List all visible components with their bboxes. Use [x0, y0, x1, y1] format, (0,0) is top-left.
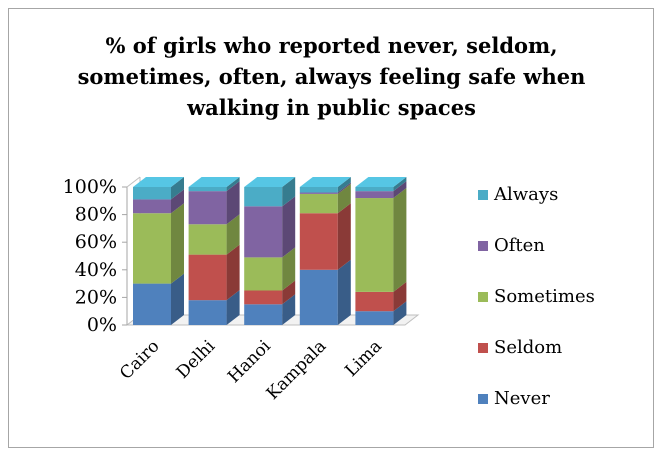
bar-side-seldom-hanoi — [282, 280, 296, 305]
bar-segment-never-lima — [355, 311, 394, 325]
bar-segment-never-delhi — [188, 300, 227, 325]
bar-side-often-hanoi — [282, 196, 296, 258]
bar-side-always-lima — [393, 177, 407, 192]
y-tick-label: 80% — [75, 204, 117, 226]
bar-segment-seldom-hanoi — [244, 290, 283, 305]
x-category-label: Kampala — [263, 336, 331, 404]
bar-top-delhi — [188, 177, 240, 187]
bar-side-always-cairo — [171, 177, 184, 200]
legend-swatch-never — [478, 394, 488, 404]
bar-segment-sometimes-kampala — [299, 193, 338, 214]
legend-swatch-often — [478, 241, 488, 251]
bar-segment-always-cairo — [133, 187, 171, 200]
bar-segment-often-cairo — [133, 199, 171, 214]
legend-swatch-sometimes — [478, 292, 488, 302]
bar-side-sometimes-delhi — [226, 214, 240, 255]
bar-side-always-hanoi — [282, 177, 296, 207]
wall-top-edge — [126, 176, 141, 188]
bar-segment-never-hanoi — [244, 304, 283, 325]
x-category-label: Lima — [341, 336, 386, 381]
bar-side-often-delhi — [226, 181, 240, 225]
bar-segment-always-delhi — [188, 187, 227, 192]
bar-side-always-kampala — [337, 177, 351, 193]
bar-side-seldom-delhi — [226, 244, 240, 301]
legend-label-never: Never — [494, 388, 550, 409]
bar-segment-always-hanoi — [244, 187, 283, 207]
bar-side-always-delhi — [226, 177, 240, 192]
legend-label-sometimes: Sometimes — [494, 286, 595, 307]
legend-swatch-always — [478, 190, 488, 200]
x-category-label: Delhi — [173, 336, 220, 383]
bar-segment-sometimes-lima — [355, 198, 394, 292]
bar-segment-seldom-delhi — [188, 254, 227, 301]
bar-stack-delhi — [188, 177, 240, 325]
bar-segment-often-lima — [355, 191, 394, 199]
bar-segment-never-cairo — [133, 283, 171, 325]
bar-side-sometimes-hanoi — [282, 247, 296, 291]
bar-segment-sometimes-delhi — [188, 224, 227, 255]
y-tick-label: 20% — [75, 286, 117, 308]
bar-stack-lima — [355, 177, 407, 325]
bar-segment-often-delhi — [188, 191, 227, 225]
legend-label-seldom: Seldom — [494, 337, 562, 358]
bar-segment-sometimes-cairo — [133, 213, 171, 284]
bar-top-cairo — [133, 177, 184, 187]
x-category-label: Cairo — [116, 336, 163, 383]
bar-side-sometimes-kampala — [337, 183, 351, 214]
bar-side-often-lima — [393, 181, 407, 199]
y-tick-label: 40% — [75, 259, 117, 281]
bar-side-sometimes-cairo — [171, 203, 184, 284]
chart-title: % of girls who reported never, seldom, s… — [77, 33, 586, 120]
bar-top-hanoi — [244, 177, 296, 187]
legend: Always Often Sometimes Seldom Never — [478, 184, 595, 409]
bar-side-never-cairo — [171, 273, 184, 325]
bar-stack-hanoi — [244, 177, 296, 325]
y-tick-label: 100% — [63, 176, 117, 198]
bar-side-seldom-kampala — [337, 203, 351, 270]
bar-segment-sometimes-hanoi — [244, 257, 283, 291]
y-tick-label: 60% — [75, 231, 117, 253]
bar-side-seldom-lima — [393, 281, 407, 312]
bar-side-never-lima — [393, 301, 407, 325]
legend-label-often: Often — [494, 235, 545, 256]
y-tick-label: 0% — [87, 314, 117, 336]
bar-side-often-cairo — [171, 189, 184, 214]
bars-group — [133, 177, 407, 325]
bar-segment-seldom-kampala — [299, 213, 338, 270]
bar-stack-kampala — [299, 177, 351, 325]
bar-segment-often-hanoi — [244, 206, 283, 258]
bar-segment-often-kampala — [299, 192, 338, 194]
bar-segment-always-kampala — [299, 187, 338, 193]
bar-side-never-kampala — [337, 259, 351, 325]
legend-label-always: Always — [493, 184, 558, 205]
bar-top-lima — [355, 177, 407, 187]
bar-segment-never-kampala — [299, 269, 338, 325]
bar-side-often-kampala — [337, 182, 351, 194]
bar-segment-seldom-lima — [355, 291, 394, 312]
bar-side-never-delhi — [226, 290, 240, 325]
bar-top-kampala — [299, 177, 351, 187]
y-tick-labels: 0% 20% 40% 60% 80% 100% — [63, 176, 127, 336]
legend-swatch-seldom — [478, 343, 488, 353]
bar-side-sometimes-lima — [393, 188, 407, 292]
x-category-label: Hanoi — [224, 336, 275, 387]
bar-side-never-hanoi — [282, 294, 296, 325]
bar-segment-always-lima — [355, 187, 394, 192]
bar-stack-cairo — [133, 177, 184, 325]
